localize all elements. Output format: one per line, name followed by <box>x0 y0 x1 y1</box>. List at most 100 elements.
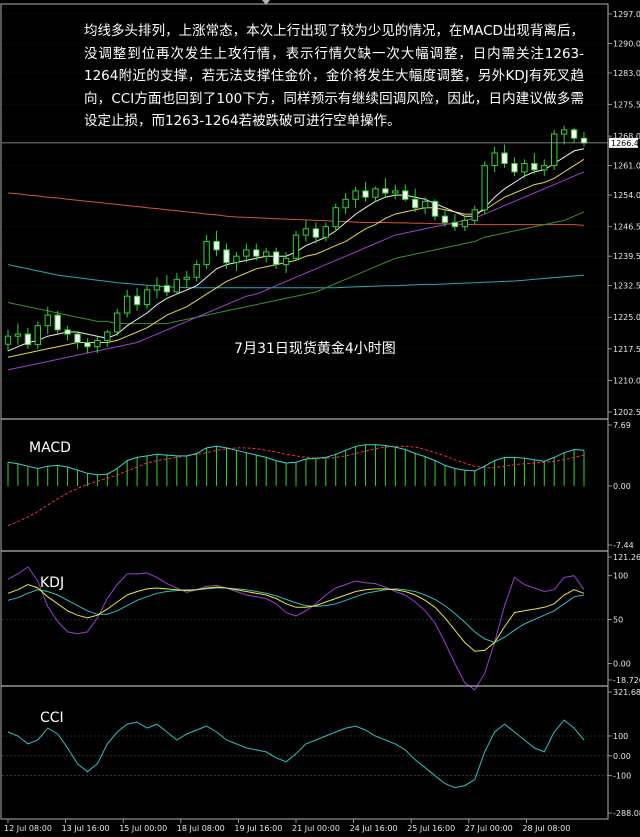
analysis-commentary: 均线多头排列，上涨常态，本次上行出现了较为少见的情况，在MACD出现背离后，没调… <box>84 23 584 129</box>
price-tick-label: 1232.5 <box>613 282 640 291</box>
candle <box>253 243 260 261</box>
chart-frame <box>0 0 609 820</box>
kdj-tick-label: 0.00 <box>613 660 631 669</box>
cci-tick-label: 321.6827 <box>613 688 640 697</box>
candle-up-body <box>153 285 161 291</box>
candle <box>521 159 528 179</box>
cci-line <box>7 719 585 789</box>
candle <box>163 275 171 297</box>
candle-down-body <box>501 152 508 165</box>
cci-tick-label: -288.084 <box>613 809 640 818</box>
cci-panel: CCI <box>2 710 608 789</box>
candle-down-body <box>133 295 141 306</box>
candle-up-body <box>243 249 250 257</box>
candle <box>44 306 51 335</box>
candle-up-body <box>14 333 22 337</box>
kdj-tick-label: -18.7264 <box>613 676 640 685</box>
candle-up-body <box>282 257 290 266</box>
candle-up-body <box>461 219 469 228</box>
candle <box>183 270 190 288</box>
price-tick-label: 1261.0 <box>613 162 640 171</box>
x-axis-label: 18 Jul 08:00 <box>177 824 225 833</box>
price-tick-label: 1297.0 <box>613 10 640 19</box>
x-axis-label: 21 Jul 00:00 <box>292 824 340 833</box>
candle <box>233 251 240 271</box>
candle <box>531 152 538 175</box>
candle <box>352 186 359 208</box>
candle-down-body <box>580 137 588 144</box>
price-tick-label: 1268.0 <box>613 132 640 141</box>
candle-down-body <box>382 188 389 194</box>
macd-line <box>7 444 585 476</box>
candle <box>541 159 548 177</box>
candle <box>322 222 329 242</box>
candle <box>203 235 210 269</box>
current-price-marker: 1266.4 <box>609 137 639 148</box>
candle <box>123 289 131 318</box>
candle <box>392 184 399 200</box>
x-axis-label: 24 Jul 16:00 <box>350 824 398 833</box>
candle-up-body <box>491 152 498 167</box>
macd-panel: MACD <box>7 440 585 527</box>
candle-up-body <box>392 190 399 194</box>
price-panel: 1266.4 7月31日现货黄金4小时图 <box>2 13 639 413</box>
candle-up-body <box>183 276 190 280</box>
candle-down-body <box>272 251 280 266</box>
x-axis-label: 27 Jul 00:00 <box>465 824 513 833</box>
candle-up-body <box>521 163 528 173</box>
candle-down-body <box>74 333 81 344</box>
candle-up-body <box>263 251 270 257</box>
candle-up-body <box>44 314 51 327</box>
cci-tick-label: 0.00 <box>613 752 631 761</box>
candle-up-body <box>302 228 310 236</box>
kdj-j-line <box>7 566 585 691</box>
candle-down-body <box>223 249 230 263</box>
candle <box>64 325 71 341</box>
price-tick-label: 1202.5 <box>613 408 640 417</box>
candle <box>34 321 41 349</box>
cci-tick-label: -100 <box>613 772 631 781</box>
x-axis-label: 28 Jul 08:00 <box>522 824 570 833</box>
current-price-label: 1266.4 <box>611 139 639 148</box>
price-tick-label: 1290.0 <box>613 39 640 48</box>
candle <box>431 199 439 221</box>
candle <box>411 188 419 212</box>
candle <box>282 251 290 274</box>
candle-up-body <box>332 207 339 228</box>
ma-line-long-orange <box>7 192 585 226</box>
candle-down-body <box>402 190 409 200</box>
shift-marker-icon <box>262 0 270 5</box>
candle <box>263 247 270 263</box>
candle <box>461 216 469 231</box>
candle-down-body <box>531 163 538 171</box>
kdj-label: KDJ <box>40 575 64 591</box>
macd-tick-label: -7.44 <box>613 541 634 550</box>
candle <box>570 127 578 143</box>
candle-up-body <box>421 200 429 209</box>
kdj-tick-label: 100 <box>613 572 628 581</box>
candle-down-body <box>54 314 61 331</box>
candle-up-body <box>104 331 111 341</box>
y-axis-labels: 1297.0 1290.0 1283.0 1275.5 1268.0 1261.0 1254… <box>608 10 640 818</box>
candle-down-body <box>411 198 419 209</box>
price-tick-label: 1217.5 <box>613 345 640 354</box>
candle-down-body <box>163 285 171 293</box>
candle <box>481 161 488 215</box>
candle <box>501 144 508 168</box>
candle <box>292 230 300 261</box>
candle-down-body <box>312 228 320 238</box>
x-axis-labels: 12 Jul 08:00 13 Jul 16:00 15 Jul 00:00 18 J… <box>4 819 570 833</box>
ma-line-slow <box>7 171 585 371</box>
candle-up-body <box>481 165 488 211</box>
candle-down-body <box>64 329 71 335</box>
candle-up-body <box>541 165 548 171</box>
candle <box>382 178 389 198</box>
candle-down-body <box>431 200 439 217</box>
candle-down-body <box>362 190 369 198</box>
x-axis-label: 19 Jul 16:00 <box>234 824 282 833</box>
candle <box>312 222 320 244</box>
candle <box>491 146 498 172</box>
candle-up-body <box>203 240 210 266</box>
candle <box>342 192 349 215</box>
price-tick-label: 1225.0 <box>613 313 640 322</box>
